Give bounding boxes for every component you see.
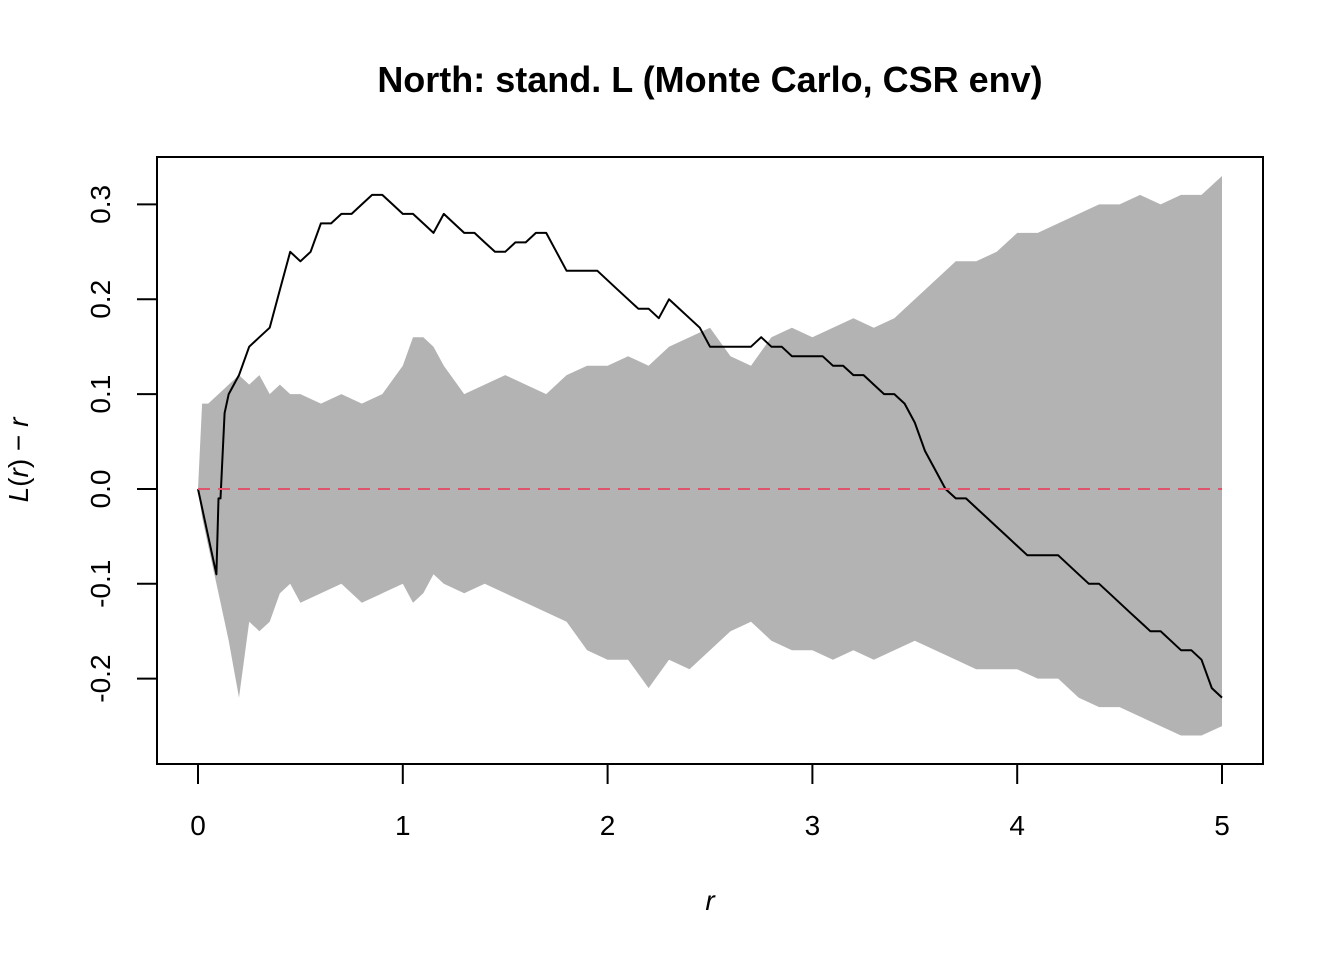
y-axis-label: L(r) − r (3, 416, 34, 502)
y-axis-label-open: ( (3, 477, 34, 487)
x-tick-label: 2 (600, 810, 616, 841)
x-tick-label: 1 (395, 810, 411, 841)
y-axis-label-var: r (3, 467, 34, 478)
plot-area (197, 176, 1223, 736)
observed-line (197, 193, 1223, 699)
y-axis-label-close: ) (3, 459, 34, 468)
x-tick-label: 0 (190, 810, 206, 841)
x-tick-label: 5 (1214, 810, 1230, 841)
y-axis-label-minus: − (3, 427, 34, 459)
y-axis: -0.2 -0.1 0.0 0.1 0.2 0.3 (85, 185, 158, 703)
x-axis-label: r (705, 885, 716, 916)
y-tick-label: 0.0 (85, 470, 116, 509)
y-axis-label-subtrahend: r (3, 416, 34, 427)
x-tick-label: 4 (1009, 810, 1025, 841)
x-tick-label: 3 (805, 810, 821, 841)
chart-title: North: stand. L (Monte Carlo, CSR env) (377, 59, 1042, 100)
y-axis-label-function: L (3, 487, 34, 503)
y-tick-label: 0.2 (85, 280, 116, 319)
x-axis: 0 1 2 3 4 5 (190, 763, 1230, 841)
y-tick-label: -0.1 (85, 560, 116, 608)
envelope-band (198, 176, 1222, 736)
y-tick-label: 0.1 (85, 375, 116, 414)
y-tick-label: -0.2 (85, 654, 116, 702)
y-tick-label: 0.3 (85, 185, 116, 224)
